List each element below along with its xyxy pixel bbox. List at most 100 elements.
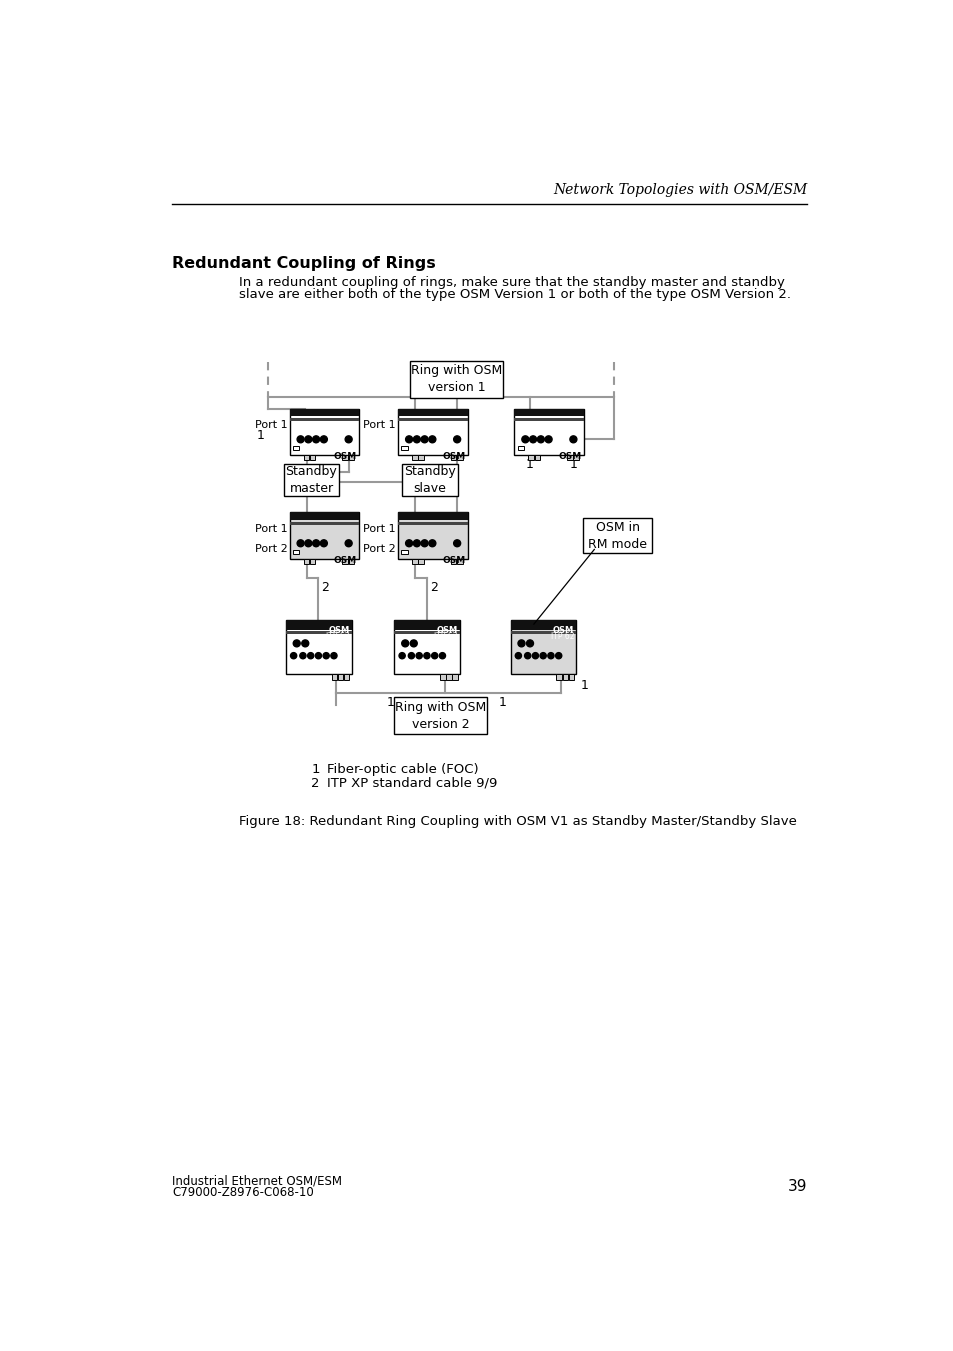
Bar [394, 697, 487, 734]
Circle shape [416, 653, 422, 659]
Circle shape [539, 653, 546, 659]
Bar [348, 559, 354, 565]
Text: ITP 62: ITP 62 [434, 632, 457, 640]
Bar [397, 408, 468, 416]
Text: OSM: OSM [436, 627, 457, 635]
Text: Network Topologies with OSM/ESM: Network Topologies with OSM/ESM [553, 182, 806, 197]
Bar [286, 631, 352, 634]
Bar [568, 674, 574, 680]
Circle shape [408, 653, 415, 659]
Bar [534, 455, 539, 461]
Circle shape [544, 436, 552, 443]
Bar [342, 455, 348, 461]
Bar [456, 559, 462, 565]
Text: ITP 62: ITP 62 [550, 632, 574, 640]
Circle shape [305, 540, 312, 547]
Text: 2: 2 [310, 473, 317, 486]
Bar [456, 455, 462, 461]
Text: ITP 62: ITP 62 [326, 632, 349, 640]
Circle shape [454, 540, 460, 547]
Circle shape [524, 653, 530, 659]
Bar [310, 559, 315, 565]
Text: 1: 1 [386, 696, 394, 709]
Bar [410, 361, 502, 397]
Text: Standby
master: Standby master [285, 465, 337, 494]
Text: Port 1: Port 1 [254, 524, 287, 535]
Circle shape [537, 436, 544, 443]
Circle shape [431, 653, 437, 659]
Bar [402, 463, 457, 496]
Bar [290, 417, 359, 422]
Bar [310, 455, 315, 461]
Circle shape [521, 436, 528, 443]
Text: Port 1: Port 1 [254, 420, 287, 431]
Text: 1: 1 [311, 763, 319, 775]
Bar [567, 455, 572, 461]
Text: Port 1: Port 1 [363, 524, 395, 535]
Bar [290, 408, 359, 416]
Bar [397, 521, 468, 524]
Circle shape [532, 653, 537, 659]
Text: ITP XP standard cable 9/9: ITP XP standard cable 9/9 [327, 777, 497, 789]
Circle shape [293, 640, 300, 647]
Bar [394, 620, 459, 674]
Circle shape [555, 653, 561, 659]
Bar [556, 674, 561, 680]
Circle shape [320, 540, 327, 547]
Bar [283, 463, 339, 496]
Circle shape [307, 653, 314, 659]
Circle shape [291, 653, 296, 659]
Circle shape [547, 653, 554, 659]
Bar [510, 631, 576, 634]
Circle shape [429, 436, 436, 443]
Bar [517, 446, 523, 450]
Text: 2: 2 [430, 581, 437, 594]
Text: Figure 18: Redundant Ring Coupling with OSM V1 as Standby Master/Standby Slave: Figure 18: Redundant Ring Coupling with … [239, 815, 797, 828]
Text: Industrial Ethernet OSM/ESM: Industrial Ethernet OSM/ESM [172, 1174, 341, 1188]
Bar [412, 559, 417, 565]
Bar [514, 408, 583, 416]
Circle shape [529, 436, 536, 443]
Text: 1: 1 [579, 680, 588, 692]
Text: In a redundant coupling of rings, make sure that the standby master and standby: In a redundant coupling of rings, make s… [239, 276, 784, 289]
Bar [286, 620, 352, 630]
Text: OSM: OSM [442, 451, 465, 461]
Circle shape [320, 436, 327, 443]
Text: OSM in
RM mode: OSM in RM mode [587, 520, 646, 551]
Circle shape [454, 436, 460, 443]
Bar [394, 631, 459, 634]
Circle shape [405, 540, 412, 547]
Bar [439, 674, 445, 680]
Bar [290, 408, 359, 455]
Text: 1: 1 [256, 430, 264, 442]
Bar [342, 559, 348, 565]
Circle shape [420, 436, 428, 443]
Bar [412, 455, 417, 461]
Bar [573, 455, 578, 461]
Text: 2: 2 [321, 581, 329, 594]
Text: OSM: OSM [442, 555, 465, 565]
Bar [397, 417, 468, 422]
Bar [397, 512, 468, 520]
Circle shape [345, 540, 352, 547]
Text: Port 2: Port 2 [363, 544, 395, 554]
Text: Fiber-optic cable (FOC): Fiber-optic cable (FOC) [327, 763, 478, 775]
Circle shape [301, 640, 309, 647]
Circle shape [296, 436, 304, 443]
Bar [446, 674, 452, 680]
Bar [397, 408, 468, 455]
Text: Standby
slave: Standby slave [404, 465, 456, 494]
Text: OSM: OSM [558, 451, 581, 461]
Bar [397, 512, 468, 559]
Text: OSM: OSM [328, 627, 349, 635]
Circle shape [331, 653, 336, 659]
Circle shape [515, 653, 521, 659]
Circle shape [299, 653, 306, 659]
Circle shape [429, 540, 436, 547]
Text: 2: 2 [311, 777, 319, 789]
Circle shape [410, 640, 416, 647]
Text: OSM: OSM [334, 451, 356, 461]
Text: Redundant Coupling of Rings: Redundant Coupling of Rings [172, 257, 436, 272]
Bar [303, 559, 309, 565]
Bar [332, 674, 336, 680]
